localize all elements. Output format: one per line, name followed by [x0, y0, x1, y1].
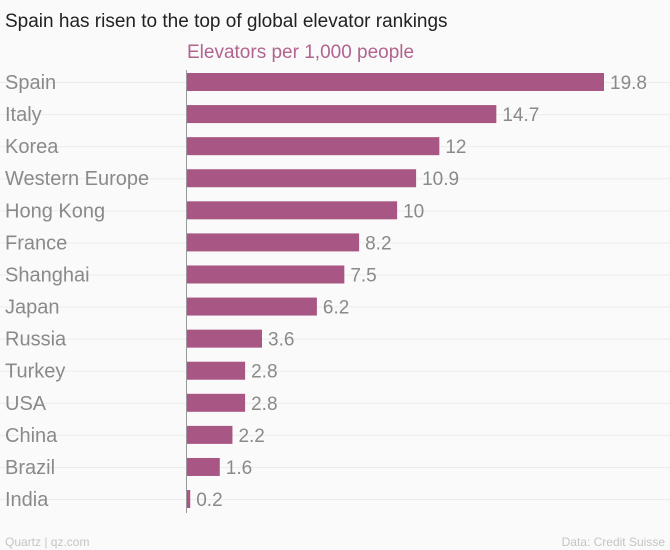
bar — [186, 137, 440, 156]
bar — [186, 393, 246, 412]
footer-source-left: Quartz | qz.com — [5, 535, 89, 549]
footer-source-right: Data: Credit Suisse — [562, 535, 666, 549]
category-label: Shanghai — [5, 264, 90, 286]
category-label: USA — [5, 393, 47, 415]
category-label: Hong Kong — [5, 200, 105, 222]
bar — [186, 73, 604, 91]
bar — [186, 361, 246, 380]
category-label: India — [5, 489, 49, 511]
bar — [186, 169, 417, 188]
category-label: France — [5, 232, 67, 254]
value-label: 10 — [403, 201, 424, 222]
value-label: 19.8 — [610, 73, 647, 94]
chart-subtitle: Elevators per 1,000 people — [187, 42, 414, 63]
category-label: China — [5, 425, 58, 447]
value-label: 6.2 — [323, 298, 349, 319]
category-label: Spain — [5, 72, 56, 94]
bar — [186, 105, 497, 124]
category-label: Russia — [5, 329, 67, 351]
bar — [186, 490, 191, 509]
value-label: 2.2 — [238, 426, 264, 447]
bar — [186, 233, 360, 252]
value-label: 0.2 — [196, 490, 222, 511]
value-label: 12 — [445, 137, 466, 158]
value-label: 10.9 — [422, 169, 459, 190]
value-label: 3.6 — [268, 330, 294, 351]
category-label: Western Europe — [5, 168, 149, 190]
bar — [186, 457, 220, 476]
bar — [186, 201, 398, 220]
category-label: Turkey — [5, 361, 65, 383]
value-label: 2.8 — [251, 362, 277, 383]
value-label: 7.5 — [350, 265, 376, 286]
category-label: Brazil — [5, 457, 55, 479]
bar — [186, 297, 317, 316]
chart-title: Spain has risen to the top of global ele… — [5, 11, 448, 32]
bar — [186, 329, 262, 348]
category-label: Korea — [5, 136, 59, 158]
bar — [186, 425, 233, 444]
category-label: Japan — [5, 297, 60, 319]
value-label: 1.6 — [226, 458, 252, 479]
bar — [186, 265, 345, 284]
category-label: Italy — [5, 104, 42, 126]
value-label: 8.2 — [365, 233, 391, 254]
value-label: 2.8 — [251, 394, 277, 415]
value-label: 14.7 — [502, 105, 539, 126]
